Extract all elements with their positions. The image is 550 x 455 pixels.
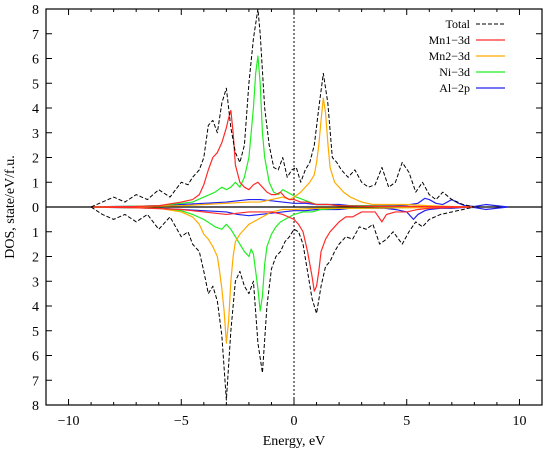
y-tick-label: 6 — [32, 53, 39, 68]
series-mn2-3d-up — [91, 97, 475, 208]
series-ni-3d-down — [91, 206, 475, 312]
y-tick-label: 3 — [32, 275, 39, 290]
x-tick-label: 10 — [512, 414, 526, 429]
x-axis-label: Energy, eV — [263, 434, 326, 449]
series-total-down — [90, 206, 475, 401]
x-tick-label: 0 — [291, 414, 298, 429]
y-tick-label: 3 — [32, 127, 39, 142]
legend-label-mn2-3d: Mn2−3d — [429, 49, 470, 63]
y-tick-label: 2 — [32, 152, 39, 167]
legend-label-ni-3d: Ni−3d — [439, 65, 470, 79]
legend: Total Mn1−3d Mn2−3d Ni−3d Al−2p — [429, 17, 505, 95]
y-tick-label: 8 — [32, 3, 39, 18]
y-tick-label: 1 — [32, 176, 39, 191]
y-tick-label: 7 — [32, 28, 39, 43]
legend-label-total: Total — [446, 17, 471, 31]
legend-label-mn1-3d: Mn1−3d — [429, 33, 470, 47]
y-tick-label: 5 — [32, 325, 39, 340]
series-mn1-3d-down — [91, 206, 475, 292]
series-mn2-3d-down — [91, 206, 475, 344]
x-tick-label: −5 — [174, 414, 189, 429]
y-tick-label: 1 — [32, 226, 39, 241]
y-tick-label: 4 — [32, 300, 39, 315]
y-tick-label: 4 — [32, 102, 39, 117]
y-tick-label: 2 — [32, 251, 39, 266]
legend-label-al-2p: Al−2p — [439, 81, 470, 95]
series-mn1-3d-up — [91, 109, 475, 208]
y-tick-label: 0 — [32, 201, 39, 216]
y-tick-label: 5 — [32, 77, 39, 92]
x-tick-label: 5 — [403, 414, 410, 429]
y-tick-label: 6 — [32, 350, 39, 365]
series-total-up — [90, 9, 475, 208]
series-layer — [46, 9, 542, 405]
y-tick-label: 7 — [32, 374, 39, 389]
x-tick-label: −10 — [58, 414, 80, 429]
y-axis-label: DOS, state/eV/f.u. — [3, 155, 18, 258]
y-tick-label: 8 — [32, 399, 39, 414]
